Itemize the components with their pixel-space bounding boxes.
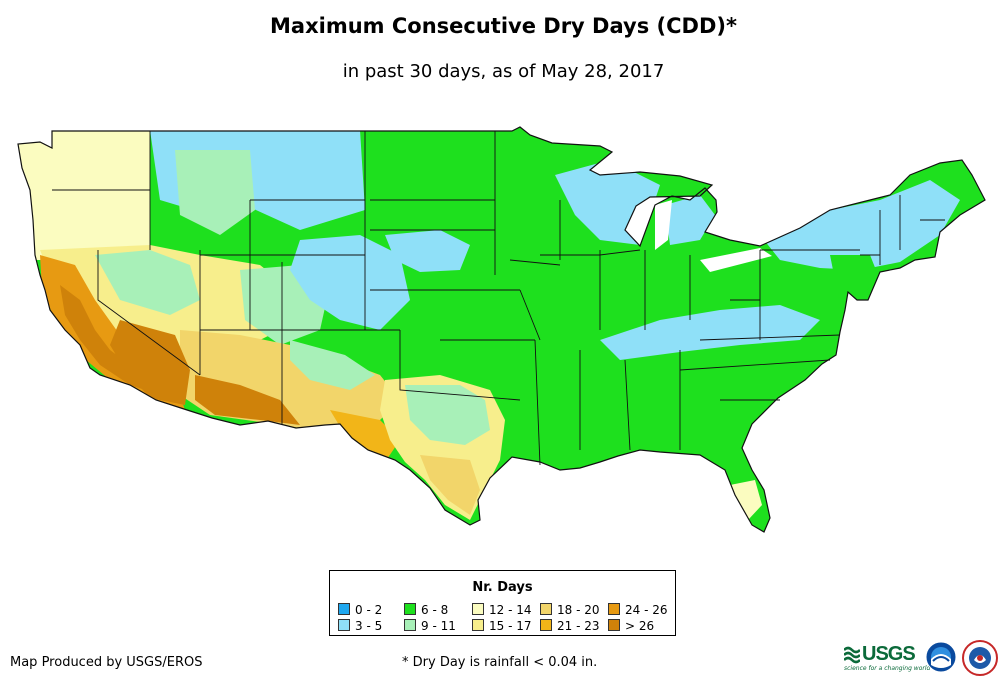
region-ohio-valley — [600, 305, 820, 360]
legend-swatch — [608, 619, 620, 631]
region-south-texas — [420, 455, 480, 515]
map-fill-layer — [18, 127, 985, 532]
legend-label: 15 - 17 — [489, 619, 532, 633]
legend-swatch — [338, 603, 350, 615]
legend-item: 15 - 17 — [472, 619, 532, 632]
legend-swatch — [608, 603, 620, 615]
region-florida-dry — [730, 480, 762, 520]
map-subtitle: in past 30 days, as of May 28, 2017 — [342, 61, 665, 82]
legend-swatch — [404, 603, 416, 615]
legend-swatch — [404, 619, 416, 631]
legend-label: 21 - 23 — [557, 619, 600, 633]
region-west-texas — [330, 410, 400, 462]
legend-swatch — [338, 619, 350, 631]
lake-erie — [700, 248, 772, 272]
state-borders — [52, 131, 945, 466]
usgs-wave-icon — [844, 646, 860, 664]
region-southern-arizona — [195, 375, 300, 425]
legend-swatch — [540, 619, 552, 631]
region-central-texas — [405, 385, 490, 445]
map-title: Maximum Consecutive Dry Days (CDD)* — [270, 14, 737, 38]
usgs-logo: USGS science for a changing world — [844, 643, 930, 673]
legend-item: 6 - 8 — [404, 603, 448, 616]
region-central-plains — [290, 235, 410, 330]
legend-label: 18 - 20 — [557, 603, 600, 617]
legend-label: 0 - 2 — [355, 603, 383, 617]
nws-logo-icon — [962, 640, 998, 676]
noaa-logo-icon — [925, 641, 957, 673]
usgs-wordmark: USGS — [862, 643, 916, 665]
region-new-mexico-green — [290, 340, 375, 390]
legend-label: 3 - 5 — [355, 619, 383, 633]
legend-item: 21 - 23 — [540, 619, 600, 632]
region-nevada-green — [95, 250, 200, 315]
region-northeast — [760, 180, 960, 270]
legend-label: 12 - 14 — [489, 603, 532, 617]
legend-item: 18 - 20 — [540, 603, 600, 616]
legend-label: 24 - 26 — [625, 603, 668, 617]
credit-text: Map Produced by USGS/EROS — [10, 655, 203, 670]
usgs-tagline: science for a changing world — [844, 665, 931, 672]
region-lower-michigan — [665, 195, 715, 245]
legend-item: 12 - 14 — [472, 603, 532, 616]
lake-michigan — [655, 200, 672, 250]
legend-swatch — [472, 603, 484, 615]
legend-swatch — [540, 603, 552, 615]
legend-item: 0 - 2 — [338, 603, 382, 616]
legend-item: > 26 — [608, 619, 654, 632]
legend-item: 3 - 5 — [338, 619, 382, 632]
legend-label: > 26 — [625, 619, 655, 633]
legend-title: Nr. Days — [472, 580, 533, 595]
region-pennsylvania-green — [830, 255, 880, 295]
legend-label: 9 - 11 — [421, 619, 456, 633]
region-montana-mix — [175, 150, 255, 235]
legend-item: 9 - 11 — [404, 619, 456, 632]
region-pnw — [18, 127, 150, 270]
legend-label: 6 - 8 — [421, 603, 449, 617]
region-nebraska — [385, 230, 470, 272]
legend: Nr. Days 0 - 2 3 - 5 6 - 8 9 - 11 12 - 1… — [329, 570, 676, 636]
dry-day-note: * Dry Day is rainfall < 0.04 in. — [402, 655, 598, 670]
legend-item: 24 - 26 — [608, 603, 668, 616]
region-mojave — [110, 320, 190, 405]
legend-swatch — [472, 619, 484, 631]
